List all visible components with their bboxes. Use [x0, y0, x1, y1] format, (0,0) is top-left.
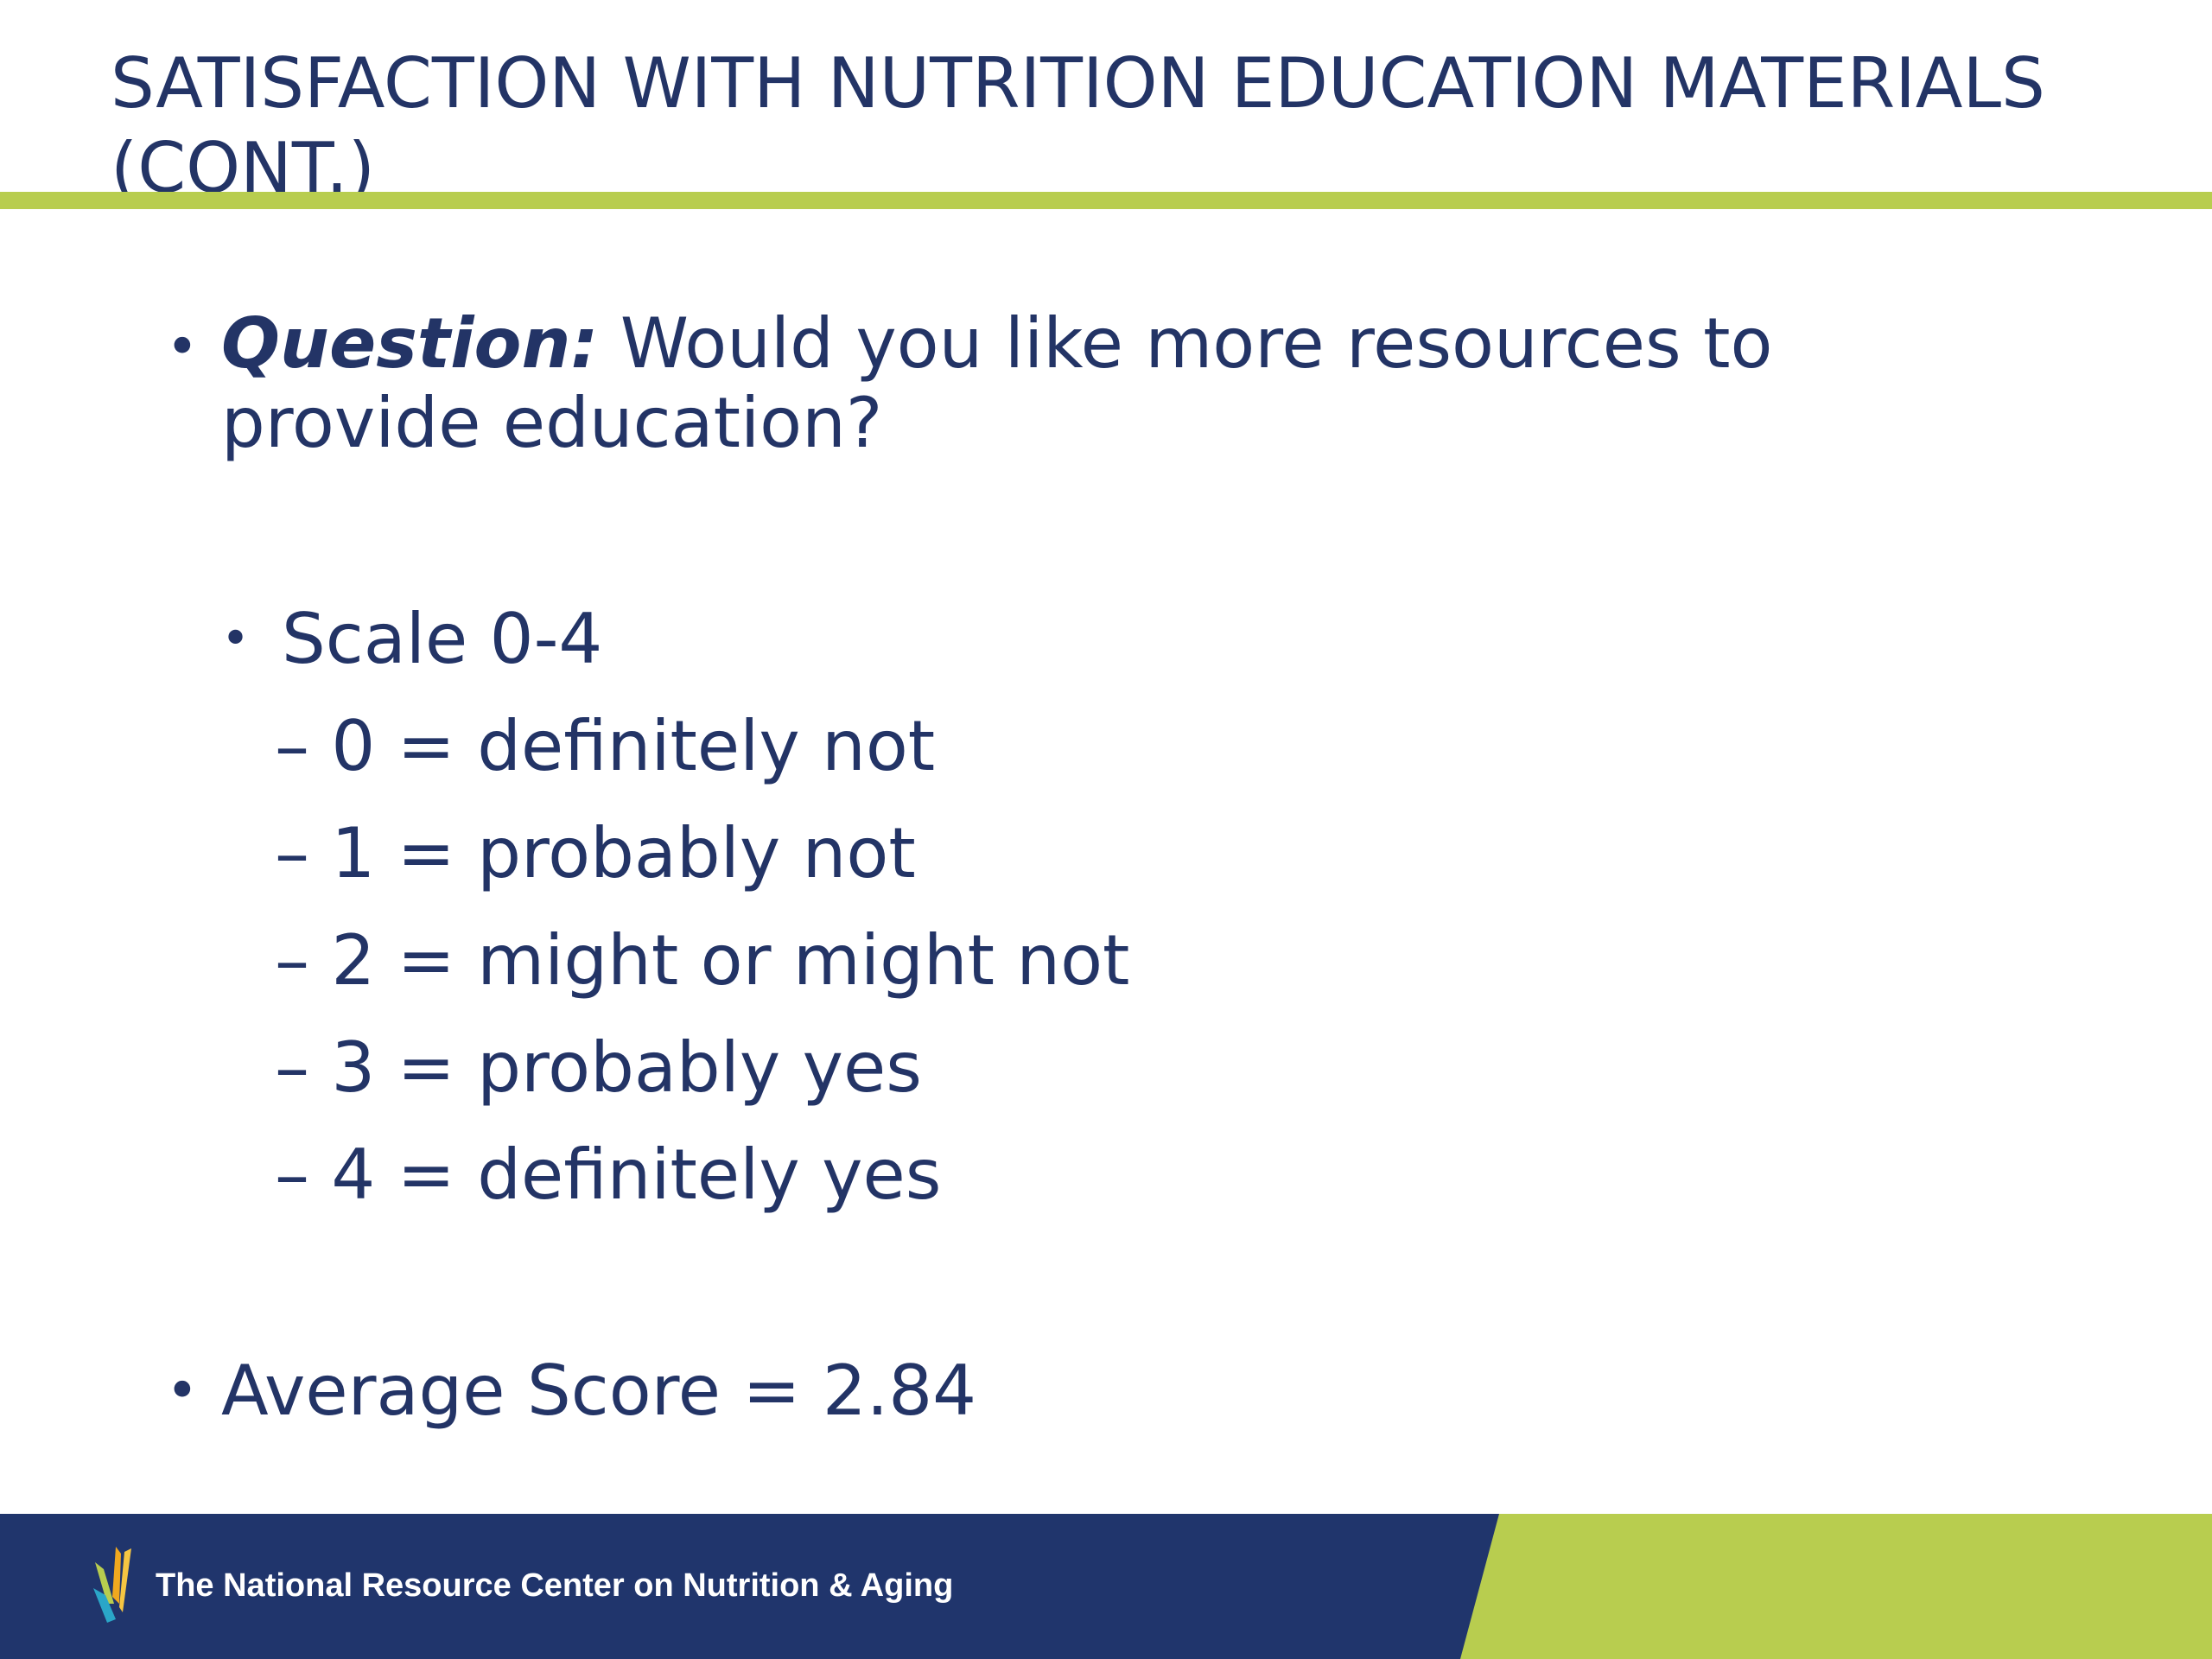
scale-item-4: – 4 = definitely yes	[275, 1135, 942, 1215]
title-divider	[0, 192, 2212, 209]
organization-logo-icon	[93, 1547, 131, 1623]
scale-item-2: – 2 = might or might not	[275, 920, 1130, 1001]
slide-title: SATISFACTION WITH NUTRITION EDUCATION MA…	[111, 41, 2098, 211]
average-score: Average Score = 2.84	[221, 1351, 977, 1431]
question-bullet: Question: Would you like more resources …	[221, 304, 1772, 463]
bullet-dot-question: •	[166, 315, 199, 379]
footer-accent	[1460, 1514, 2212, 1659]
question-text-line-1: Would you like more resources to	[598, 303, 1773, 384]
scale-item-0: – 0 = definitely not	[275, 706, 936, 786]
slide-title-line-1: SATISFACTION WITH NUTRITION EDUCATION MA…	[111, 43, 2045, 124]
scale-item-3: – 3 = probably yes	[275, 1027, 922, 1108]
question-text-line-2: provide education?	[221, 383, 883, 463]
bullet-dot-average: •	[166, 1359, 199, 1423]
question-label: Question:	[221, 303, 599, 384]
footer-organization-name: The National Resource Center on Nutritio…	[156, 1567, 954, 1604]
scale-heading: Scale 0-4	[282, 599, 603, 679]
scale-item-1: – 1 = probably not	[275, 813, 916, 893]
bullet-dot-scale: •	[221, 611, 251, 667]
